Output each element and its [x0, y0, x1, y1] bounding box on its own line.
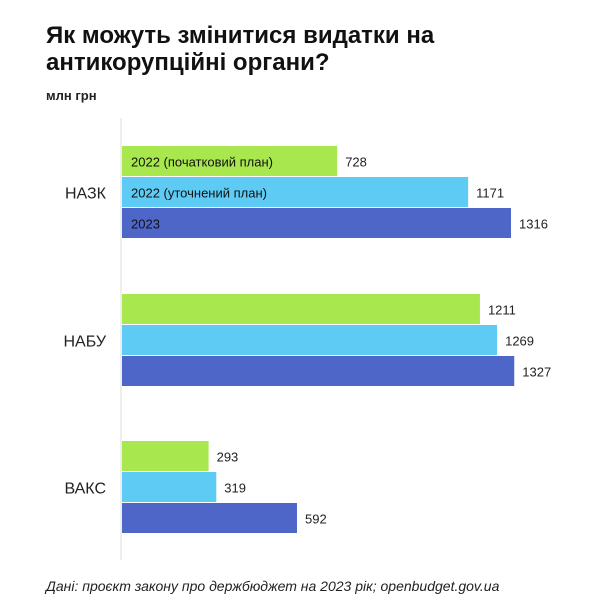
bar — [122, 146, 338, 176]
value-label: 293 — [217, 450, 239, 465]
source-note: Дані: проєкт закону про держбюджет на 20… — [46, 578, 500, 594]
legend-label: 2022 (початковий план) — [131, 155, 273, 170]
bar — [122, 503, 297, 533]
unit-label: млн грн — [46, 88, 97, 103]
value-label: 1171 — [476, 186, 504, 201]
value-label: 1316 — [519, 217, 548, 232]
bar — [122, 294, 480, 324]
category-label: НАЗК — [65, 186, 107, 203]
bar — [122, 356, 515, 386]
bar — [122, 208, 511, 238]
value-label: 1327 — [522, 365, 551, 380]
value-label: 319 — [224, 481, 246, 496]
value-label: 1211 — [488, 303, 516, 318]
bar — [122, 472, 217, 502]
category-label: ВАКС — [64, 481, 106, 498]
chart-title: Як можуть змінитися видатки на антикоруп… — [46, 22, 435, 76]
value-label: 592 — [305, 512, 327, 527]
bar — [122, 441, 209, 471]
category-label: НАБУ — [63, 334, 106, 351]
legend-label: 2022 (уточнений план) — [131, 186, 267, 201]
bar — [122, 325, 498, 355]
legend-label: 2023 — [131, 217, 160, 232]
bar — [122, 177, 469, 207]
value-label: 1269 — [505, 334, 534, 349]
value-label: 728 — [345, 155, 367, 170]
